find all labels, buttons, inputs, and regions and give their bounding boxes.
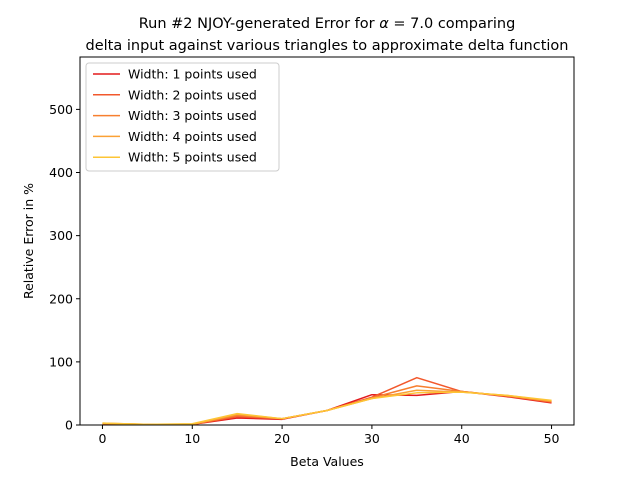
x-tick-label-0: 0	[98, 431, 106, 446]
x-tick-label-3: 30	[364, 431, 380, 446]
x-axis-label: Beta Values	[290, 454, 364, 469]
chart-title-alpha: α	[379, 16, 389, 32]
y-tick-label-2: 200	[49, 291, 73, 306]
y-tick-label-0: 0	[65, 418, 73, 433]
legend-label-2: Width: 2 points used	[128, 87, 257, 102]
y-tick-label-4: 400	[49, 165, 73, 180]
x-tick-label-5: 50	[544, 431, 560, 446]
chart-title-line-1: Run #2 NJOY-generated Error for α = 7.0 …	[139, 16, 516, 32]
y-tick-label-1: 100	[49, 354, 73, 369]
legend-label-1: Width: 1 points used	[128, 67, 257, 82]
x-tick-label-1: 10	[184, 431, 200, 446]
legend-label-5: Width: 5 points used	[128, 150, 257, 165]
plot-frame	[79, 56, 575, 426]
legend-label-4: Width: 4 points used	[128, 129, 257, 144]
y-tick-label-5: 500	[49, 102, 73, 117]
legend-box	[85, 62, 280, 172]
chart-title-line-2: delta input against various triangles to…	[86, 38, 569, 54]
chart-title-line-1-pre: Run #2 NJOY-generated Error for	[139, 16, 380, 32]
legend-label-3: Width: 3 points used	[128, 108, 257, 123]
legend: Width: 1 points used Width: 2 points used…	[85, 62, 280, 172]
y-tick-label-3: 300	[49, 228, 73, 243]
series-layer	[102, 376, 552, 426]
series-line-5	[102, 391, 552, 426]
x-tick-label-2: 20	[274, 431, 290, 446]
chart-title-line-1-post: = 7.0 comparing	[389, 16, 515, 32]
x-tick-label-4: 40	[454, 431, 470, 446]
y-axis-label: Relative Error in %	[21, 183, 36, 299]
